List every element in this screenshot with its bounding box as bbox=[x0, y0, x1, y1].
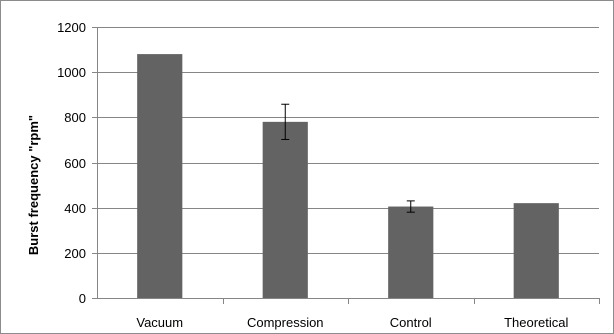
x-tick-label: Control bbox=[390, 315, 432, 330]
y-tick-label: 400 bbox=[64, 201, 86, 216]
y-tick-label: 0 bbox=[79, 291, 86, 306]
bar-theoretical bbox=[513, 203, 559, 298]
bar-vacuum bbox=[137, 54, 183, 298]
y-tick-label: 600 bbox=[64, 156, 86, 171]
axes bbox=[92, 27, 600, 304]
x-tick-label: Theoretical bbox=[504, 315, 568, 330]
bar-control bbox=[388, 206, 434, 298]
bar-compression bbox=[262, 121, 308, 298]
y-tick-labels: 0 200 400 600 800 1000 1200 bbox=[57, 20, 86, 306]
x-tick-label: Vacuum bbox=[136, 315, 183, 330]
error-bars bbox=[281, 103, 415, 213]
x-tick-labels: Vacuum Compression Control Theoretical bbox=[136, 315, 568, 330]
y-tick-label: 200 bbox=[64, 246, 86, 261]
y-axis-title: Burst frequency "rpm" bbox=[26, 115, 41, 255]
bars bbox=[137, 54, 559, 298]
y-tick-label: 1000 bbox=[57, 65, 86, 80]
x-tick-label: Compression bbox=[247, 315, 324, 330]
y-tick-label: 1200 bbox=[57, 20, 86, 35]
y-tick-label: 800 bbox=[64, 110, 86, 125]
